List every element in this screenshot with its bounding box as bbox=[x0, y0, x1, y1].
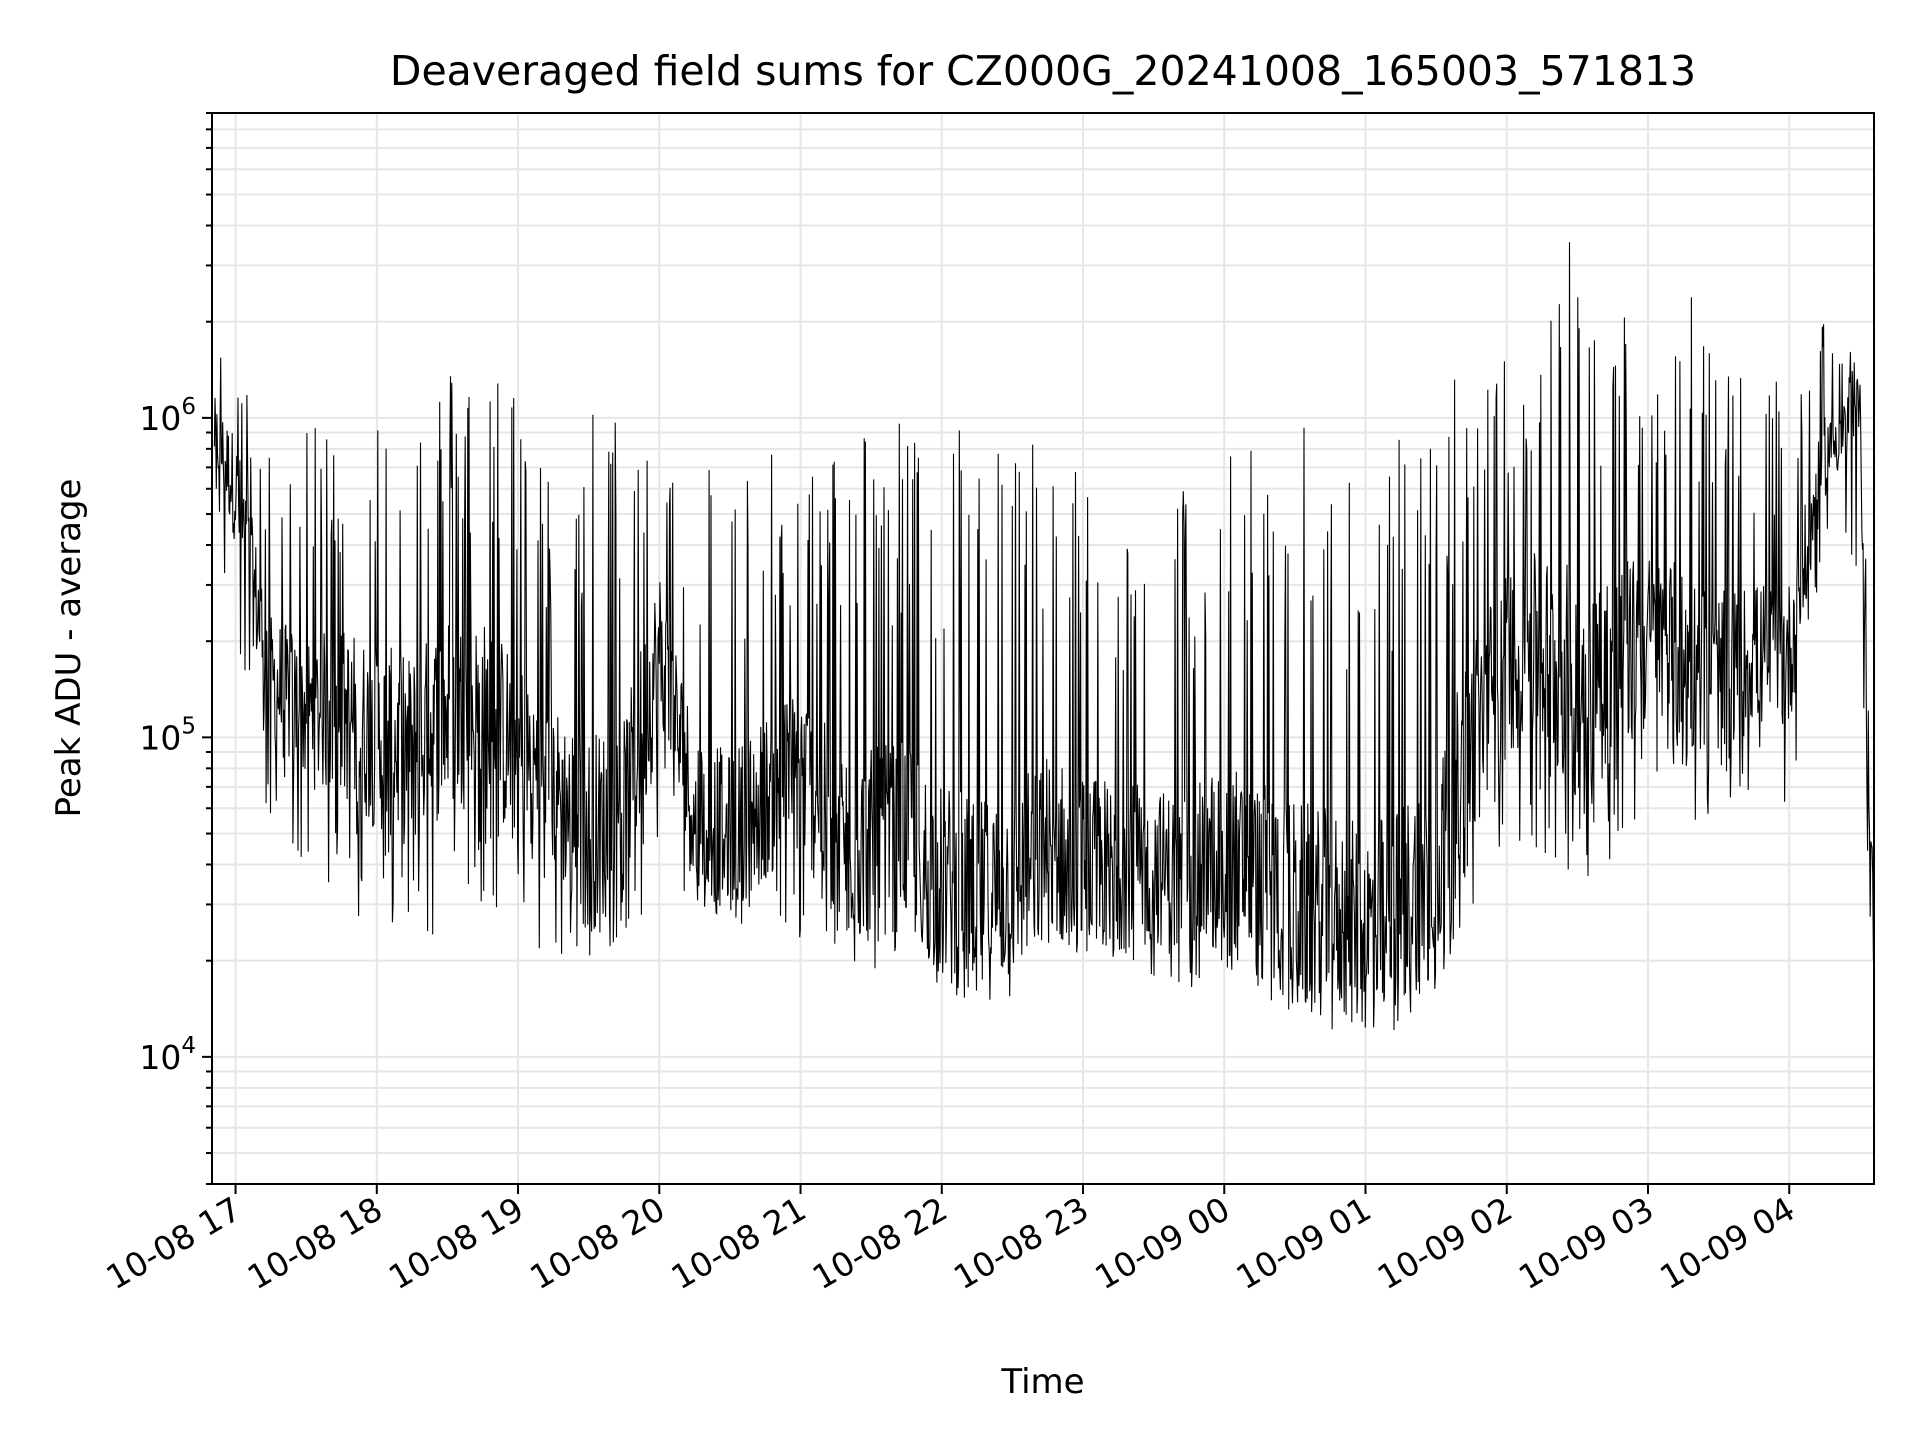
y-tick-exponent: 4 bbox=[181, 1033, 196, 1059]
y-tick-base: 10 bbox=[139, 1038, 181, 1077]
series-line bbox=[213, 242, 1875, 1031]
chart-title: Deaveraged field sums for CZ000G_2024100… bbox=[390, 47, 1696, 95]
plot-frame bbox=[211, 112, 1875, 1185]
y-tick-label: 104 bbox=[139, 1033, 196, 1077]
x-axis-label: Time bbox=[1000, 1362, 1084, 1402]
y-tick-label: 106 bbox=[139, 394, 196, 438]
y-tick-base: 10 bbox=[139, 718, 181, 757]
series-path bbox=[213, 242, 1875, 1031]
y-tick-exponent: 5 bbox=[181, 713, 196, 739]
y-tick-base: 10 bbox=[139, 399, 181, 438]
y-tick-label: 105 bbox=[139, 713, 196, 757]
grid bbox=[212, 112, 1874, 1185]
y-axis-label: Peak ADU - average bbox=[49, 479, 89, 818]
y-tick-exponent: 6 bbox=[181, 394, 196, 420]
